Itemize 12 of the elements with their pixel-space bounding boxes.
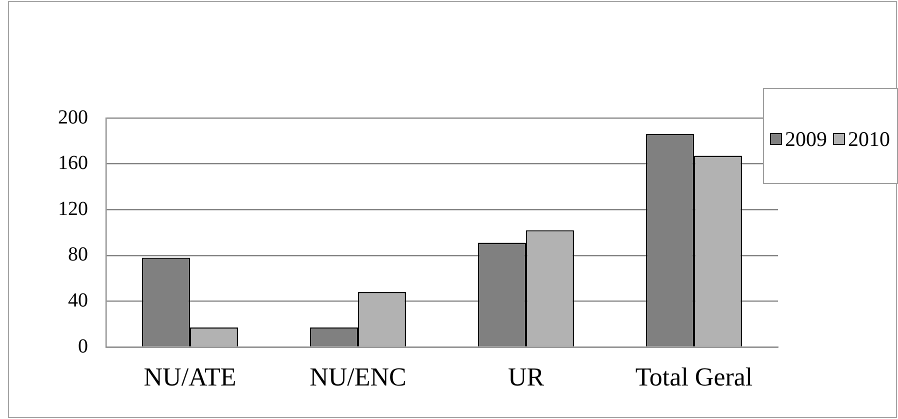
y-tick-label: 160	[58, 152, 88, 174]
y-tick-label: 120	[58, 198, 88, 220]
legend-label: 2010	[848, 126, 890, 152]
x-tick-label: NU/ENC	[310, 362, 406, 392]
y-tick-label: 0	[78, 335, 88, 358]
y-tick-label: 80	[68, 244, 88, 266]
y-tick-label: 200	[58, 106, 88, 128]
x-tick-label: NU/ATE	[144, 362, 236, 392]
y-tick-label: 40	[68, 289, 88, 312]
legend-label: 2009	[785, 126, 827, 152]
x-tick-label: Total Geral	[635, 362, 753, 392]
x-tick-label: UR	[508, 362, 545, 392]
